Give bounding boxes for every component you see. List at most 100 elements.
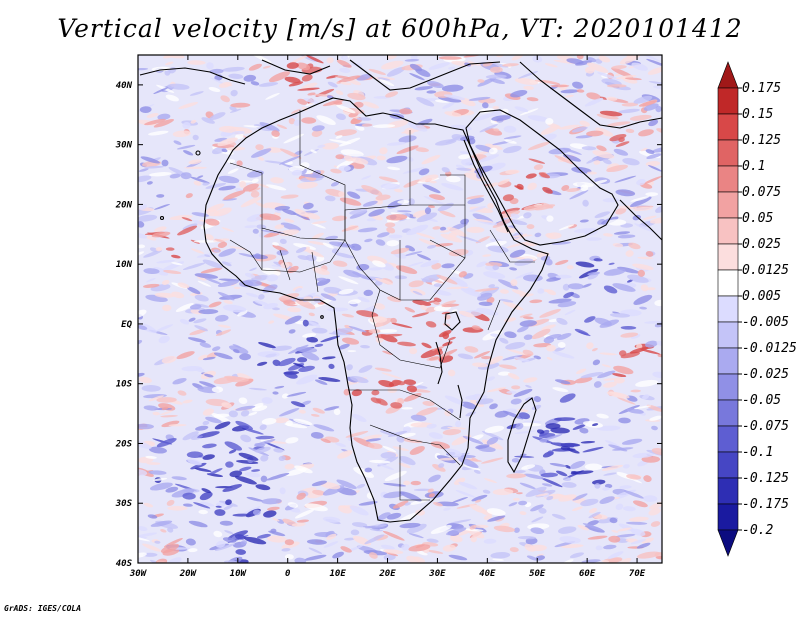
field-cell — [560, 89, 580, 94]
field-cell — [458, 235, 482, 243]
field-cell — [308, 312, 315, 317]
field-cell — [413, 556, 426, 563]
field-cell — [597, 72, 620, 81]
field-cell — [513, 497, 520, 501]
field-cell — [244, 536, 267, 545]
field-cell — [391, 322, 413, 329]
field-cell — [161, 355, 177, 364]
lat-tick-label: 40S — [116, 559, 133, 569]
field-cell — [276, 250, 289, 256]
field-cell — [575, 261, 595, 268]
field-cell — [184, 166, 207, 169]
field-cell — [261, 397, 273, 404]
field-cell — [349, 208, 368, 215]
field-cell — [335, 154, 345, 160]
field-cell — [432, 501, 443, 507]
field-cell — [138, 376, 152, 384]
field-cell — [634, 223, 656, 233]
field-cell — [619, 55, 641, 65]
field-cell — [364, 534, 385, 545]
field-cell — [469, 524, 477, 530]
field-cell — [386, 512, 402, 520]
field-cell — [375, 194, 391, 201]
field-cell — [168, 166, 187, 176]
field-cell — [442, 341, 453, 347]
field-cell — [357, 227, 378, 233]
field-cell — [138, 532, 158, 538]
colorbar-label: -0.05 — [742, 393, 781, 408]
field-cell — [306, 539, 327, 545]
field-cell — [245, 292, 259, 298]
field-cell — [258, 82, 279, 87]
field-cell — [260, 229, 285, 234]
field-cell — [213, 207, 232, 217]
colorbar-swatch — [717, 529, 739, 557]
field-cell — [550, 84, 570, 88]
field-cell — [448, 336, 456, 341]
field-cell — [606, 84, 627, 88]
field-cell — [213, 413, 230, 418]
field-cell — [153, 226, 167, 232]
field-cell — [569, 552, 584, 559]
field-cell — [637, 256, 654, 260]
field-cell — [475, 444, 490, 449]
field-cell — [527, 141, 551, 151]
field-cell — [379, 430, 401, 437]
field-cell — [492, 218, 513, 228]
field-cell — [478, 301, 493, 307]
field-cell — [629, 196, 652, 208]
field-cell — [632, 263, 654, 271]
field-cell — [208, 301, 222, 308]
field-cell — [392, 379, 405, 386]
field-cell — [386, 66, 406, 77]
field-cell — [473, 351, 491, 359]
field-cell — [278, 293, 300, 301]
field-cell — [591, 423, 599, 427]
field-cell — [285, 437, 299, 444]
field-cell — [439, 210, 456, 218]
field-cell — [296, 519, 309, 523]
field-cell — [368, 208, 385, 217]
field-cell — [322, 242, 334, 249]
field-cell — [645, 192, 659, 197]
field-cell — [323, 541, 339, 548]
field-cell — [447, 426, 467, 430]
field-cell — [221, 66, 245, 72]
field-cell — [377, 77, 391, 81]
field-cell — [438, 56, 462, 60]
field-cell — [248, 411, 258, 416]
field-cell — [278, 155, 301, 165]
field-cell — [237, 310, 248, 317]
field-cell — [594, 211, 611, 219]
field-cell — [293, 362, 306, 368]
field-cell — [623, 464, 630, 469]
field-cell — [460, 218, 470, 225]
field-cell — [616, 533, 636, 538]
field-cell — [471, 457, 479, 462]
field-cell — [225, 461, 234, 468]
field-cell — [385, 91, 399, 98]
field-cell — [235, 405, 256, 411]
field-cell — [502, 145, 522, 154]
field-cell — [442, 102, 455, 109]
field-cell — [592, 359, 601, 366]
field-cell — [626, 279, 634, 283]
field-cell — [572, 81, 584, 89]
field-cell — [348, 299, 362, 305]
field-cell — [182, 399, 193, 404]
field-cell — [283, 133, 305, 144]
field-cell — [562, 476, 572, 482]
field-cell — [335, 113, 347, 121]
field-cell — [642, 394, 650, 400]
field-cell — [456, 167, 472, 171]
field-cell — [566, 58, 584, 65]
field-cell — [476, 261, 488, 268]
field-cell — [351, 389, 363, 397]
field-cell — [603, 544, 617, 550]
field-cell — [356, 483, 366, 489]
field-cell — [219, 520, 233, 526]
field-cell — [540, 472, 558, 478]
lon-tick-label: 10E — [329, 569, 346, 579]
field-cell — [335, 90, 344, 96]
field-cell — [410, 480, 421, 486]
